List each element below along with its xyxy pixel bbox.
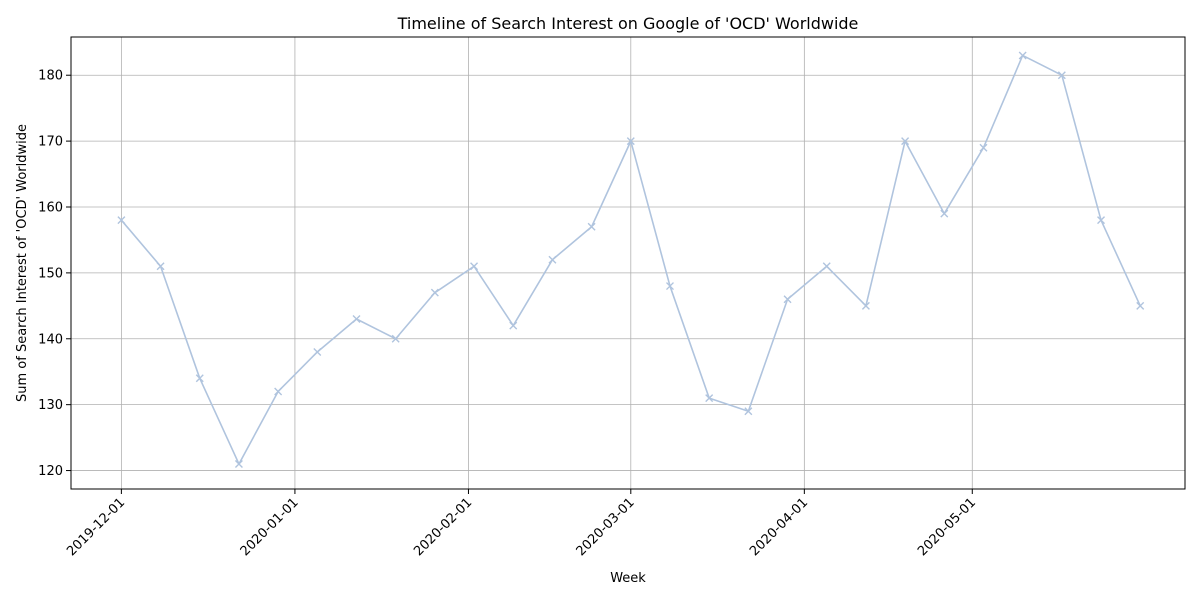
data-point [587,222,596,231]
x-tick-label: 2020-02-01 [411,495,475,559]
y-tick-label: 120 [38,464,63,479]
data-point [274,387,283,396]
x-tick-label: 2020-01-01 [238,495,302,559]
data-point [352,315,361,324]
grid [71,37,1185,489]
series [117,51,1145,468]
x-tick-label: 2019-12-01 [64,495,128,559]
x-axis-label: Week [610,571,646,586]
data-point [665,282,674,291]
data-point [822,262,831,271]
data-point [861,301,870,310]
y-tick-label: 150 [38,266,63,281]
y-tick-label: 140 [38,332,63,347]
y-tick-label: 130 [38,398,63,413]
y-tick-label: 170 [38,135,63,150]
data-point [1057,71,1066,80]
x-tick-label: 2020-05-01 [915,495,979,559]
x-tick-label: 2020-04-01 [747,495,811,559]
data-point [391,334,400,343]
data-point [744,407,753,416]
data-point [1136,301,1145,310]
y-tick-label: 160 [38,200,63,215]
data-point [234,459,243,468]
data-point [901,137,910,146]
data-point [783,295,792,304]
y-tick-label: 180 [38,69,63,84]
data-point [548,255,557,264]
data-point [940,209,949,218]
data-point [705,394,714,403]
data-point [195,374,204,383]
x-tick-label: 2020-03-01 [574,495,638,559]
data-point [117,216,126,225]
y-axis-label: Sum of Search Interest of 'OCD' Worldwid… [15,124,30,402]
axes: 120 130 140 150 160 170 180 2019-12-01 2020-01-0… [38,69,979,560]
data-point [626,137,635,146]
data-point [470,262,479,271]
data-point [156,262,165,271]
data-point [509,321,518,330]
data-point [1097,216,1106,225]
data-point [430,288,439,297]
data-point [1018,51,1027,60]
data-point [313,347,322,356]
data-point [979,143,988,152]
plot-frame [70,36,1186,490]
chart-title: Timeline of Search Interest on Google of… [397,14,859,33]
